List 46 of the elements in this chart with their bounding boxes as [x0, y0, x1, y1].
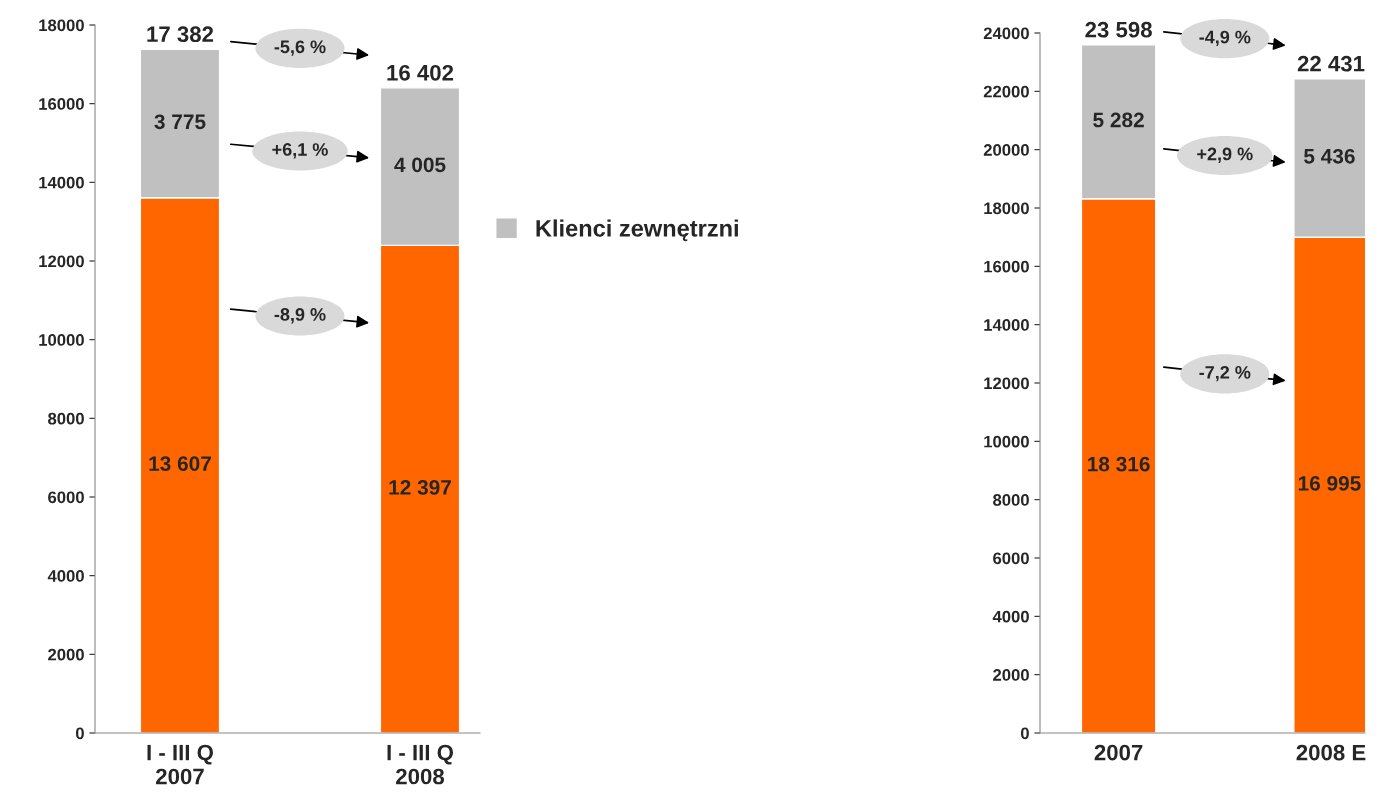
y-tick-label: 2000 — [48, 648, 84, 661]
y-tick-label: 16000 — [984, 260, 1029, 273]
annotation: +6,1 % — [272, 143, 328, 159]
y-tick-label: 24000 — [983, 27, 1029, 40]
y-tick-label: 4000 — [47, 570, 84, 582]
total-label: 16 402 — [387, 64, 454, 81]
x-tick-label: I - III Q 2007 — [147, 744, 213, 785]
y-tick-label: 18000 — [984, 202, 1029, 215]
x-tick-label: 2007 — [1094, 744, 1143, 761]
y-tick-label: 12000 — [984, 377, 1029, 390]
data-label: 12 397 — [389, 480, 451, 495]
annotation: -8,9 % — [274, 308, 326, 324]
data-label: 16 995 — [1298, 476, 1361, 491]
y-tick-label: 14000 — [984, 319, 1029, 331]
total-label: 17 382 — [147, 26, 214, 43]
total-label: 23 598 — [1085, 21, 1152, 38]
x-tick-label: I - III Q 2008 — [387, 744, 454, 785]
y-tick-label: 10000 — [39, 334, 84, 346]
legend-label: Klienci zewnętrzni — [536, 219, 738, 242]
y-tick-label: 6000 — [993, 552, 1029, 565]
total-label: 22 431 — [1297, 55, 1365, 72]
y-tick-label: 4000 — [992, 610, 1029, 623]
y-tick-label: 8000 — [993, 494, 1029, 506]
x-tick-label: 2008 E — [1296, 744, 1366, 761]
y-tick-label: 2000 — [993, 669, 1029, 681]
y-tick-label: 12000 — [39, 255, 84, 268]
annotation: +2,9 % — [1197, 147, 1253, 163]
annotation: -5,6 % — [274, 40, 326, 56]
data-label: 4 005 — [394, 157, 446, 173]
y-tick-label: 6000 — [48, 491, 84, 504]
y-tick-label: 20000 — [983, 144, 1029, 156]
y-tick-label: 0 — [75, 727, 84, 740]
y-tick-label: 18000 — [39, 19, 84, 32]
y-tick-label: 8000 — [48, 412, 84, 425]
y-tick-label: 0 — [1020, 727, 1029, 740]
data-label: 13 607 — [149, 456, 211, 472]
y-tick-label: 10000 — [984, 435, 1029, 448]
data-label: 18 316 — [1088, 456, 1150, 472]
annotation: -4,9 % — [1199, 30, 1251, 47]
y-tick-label: 16000 — [39, 98, 84, 110]
data-label: 5 436 — [1304, 148, 1355, 164]
annotation: -7,2 % — [1199, 365, 1251, 382]
y-tick-label: 14000 — [39, 176, 84, 189]
data-label: 5 282 — [1093, 112, 1144, 128]
data-label: 3 775 — [154, 114, 206, 130]
y-tick-label: 22000 — [983, 85, 1029, 98]
